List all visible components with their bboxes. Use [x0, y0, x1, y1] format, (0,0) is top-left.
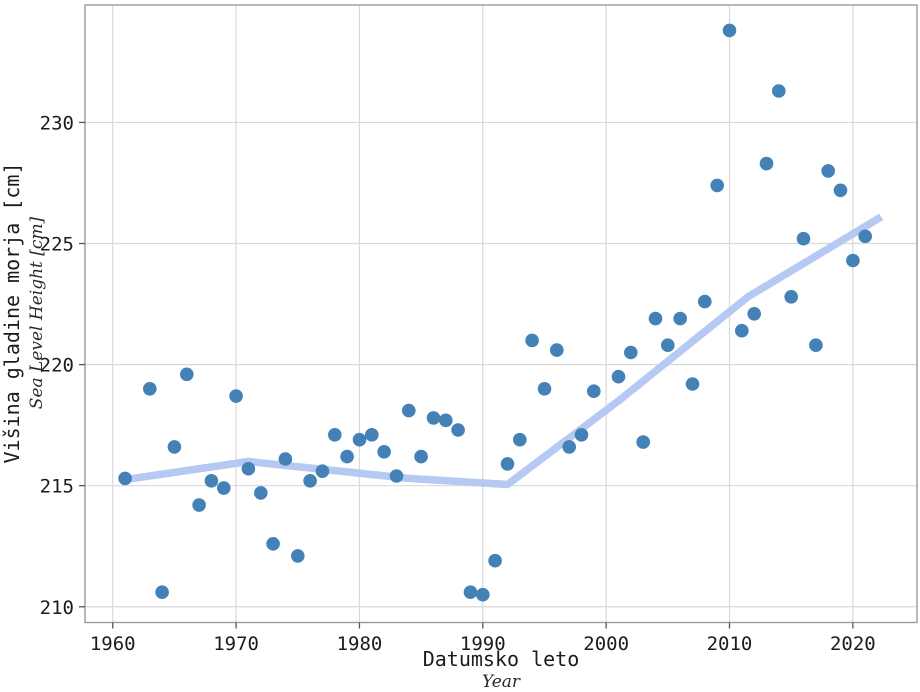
- data-point: [809, 338, 823, 353]
- data-point: [488, 553, 502, 568]
- data-point: [735, 323, 749, 338]
- data-point: [463, 585, 478, 599]
- y-tick-label: 220: [40, 355, 74, 377]
- data-point: [155, 585, 169, 599]
- data-point: [439, 413, 453, 428]
- x-tick-label: 1970: [213, 633, 259, 655]
- data-point: [661, 338, 675, 353]
- data-point: [241, 461, 256, 476]
- data-point: [204, 474, 219, 488]
- plot-border: [84, 4, 918, 624]
- y-axis-label: Višina gladine morja [cm]: [0, 162, 24, 463]
- data-point: [636, 435, 650, 449]
- data-point: [648, 311, 663, 326]
- data-point: [784, 290, 798, 304]
- x-tick-label: 2020: [830, 633, 876, 655]
- x-tick-label: 1960: [90, 633, 136, 655]
- data-point: [217, 481, 231, 495]
- data-point: [291, 549, 305, 563]
- data-point: [192, 498, 206, 512]
- data-point: [389, 469, 404, 483]
- data-point: [278, 452, 293, 466]
- data-point: [451, 423, 465, 437]
- y-tick-label: 225: [40, 234, 74, 256]
- gridlines: [85, 5, 917, 623]
- data-point: [759, 156, 774, 171]
- x-axis-label-secondary: Year: [482, 672, 521, 692]
- scatter-points: [118, 23, 872, 602]
- data-point: [476, 587, 490, 602]
- data-point: [315, 464, 330, 479]
- data-point: [266, 537, 280, 551]
- data-point: [698, 294, 712, 309]
- data-point: [402, 403, 416, 418]
- y-axis-label-secondary: Sea Level Height [cm]: [27, 216, 47, 409]
- data-point: [525, 333, 539, 348]
- data-point: [167, 440, 182, 454]
- data-point: [550, 343, 564, 357]
- data-point: [180, 367, 194, 382]
- data-point: [796, 231, 811, 246]
- plot-frame: [84, 4, 918, 624]
- data-point: [513, 432, 527, 447]
- data-point: [821, 164, 835, 178]
- data-point: [747, 307, 761, 321]
- data-point: [118, 471, 132, 486]
- y-tick-label: 230: [40, 112, 74, 134]
- axis-ticks: 1960 1970 1980 1990 2000 2010 2020 210 215 220 225…: [40, 112, 876, 655]
- data-point: [846, 253, 860, 268]
- x-tick-label: 2000: [583, 633, 629, 655]
- data-point: [328, 428, 342, 442]
- data-point: [772, 84, 786, 98]
- data-point: [562, 440, 576, 454]
- data-point: [426, 411, 441, 425]
- data-point: [253, 486, 268, 500]
- trend-layer: [124, 213, 884, 489]
- data-point: [685, 377, 700, 391]
- data-point: [537, 382, 552, 396]
- data-point: [500, 457, 515, 471]
- x-tick-label: 1990: [460, 633, 506, 655]
- data-point: [377, 445, 391, 459]
- data-point: [722, 23, 737, 38]
- x-axis-label: Datumsko leto: [423, 647, 580, 671]
- data-point: [587, 384, 601, 399]
- data-point: [574, 428, 589, 442]
- x-tick-label: 2010: [707, 633, 753, 655]
- data-point: [858, 229, 872, 244]
- data-point: [340, 449, 354, 464]
- data-point: [414, 449, 428, 464]
- data-point: [365, 428, 379, 442]
- data-point: [303, 474, 317, 488]
- data-point: [229, 389, 243, 403]
- data-point: [833, 183, 848, 198]
- y-tick-label: 215: [40, 476, 74, 498]
- data-point: [611, 369, 626, 384]
- trend-line: [124, 213, 884, 489]
- x-tick-label: 1980: [337, 633, 383, 655]
- data-point: [673, 311, 687, 326]
- data-point: [143, 382, 157, 396]
- data-point: [710, 178, 724, 193]
- y-tick-label: 210: [40, 597, 74, 619]
- data-point: [624, 345, 638, 360]
- data-point: [352, 432, 367, 447]
